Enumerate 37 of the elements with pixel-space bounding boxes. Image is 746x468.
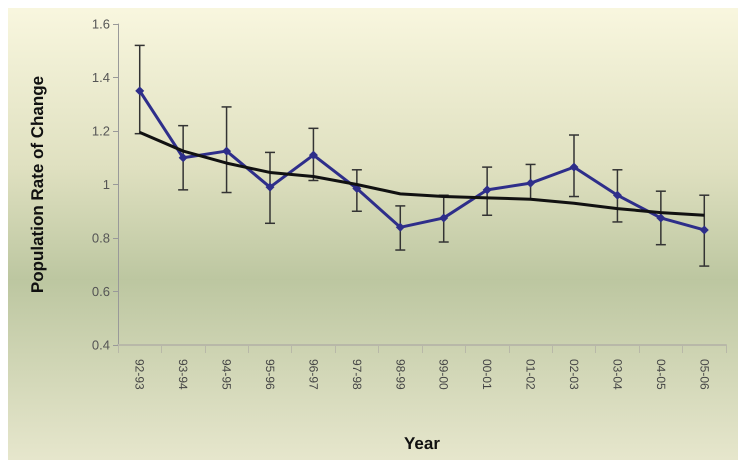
- y-tick-label: 0.8: [92, 230, 110, 246]
- point: [135, 86, 144, 96]
- x-axis-title: Year: [404, 434, 440, 453]
- point: [178, 153, 188, 162]
- y-axis-title: Population Rate of Change: [28, 76, 47, 294]
- y-tick-label: 0.6: [92, 284, 110, 299]
- point: [308, 150, 318, 160]
- point: [656, 213, 666, 222]
- x-tick-label: 98-99: [393, 359, 408, 390]
- x-tick-label: 01-02: [524, 359, 538, 390]
- x-tick-label: 05-06: [697, 359, 712, 390]
- x-tick-label: 99-00: [436, 359, 451, 390]
- point: [222, 146, 232, 156]
- point: [526, 178, 536, 188]
- point: [482, 185, 492, 194]
- y-tick-label: 1.6: [92, 16, 110, 32]
- y-tick-label: 0.4: [92, 338, 110, 352]
- x-tick-label: 94-95: [220, 359, 234, 390]
- x-tick-label: 04-05: [654, 359, 668, 390]
- line-series: [138, 130, 706, 217]
- x-tick-label: 97-98: [350, 359, 364, 390]
- point: [612, 190, 622, 200]
- y-tick-label: 1: [102, 177, 110, 192]
- x-tick-label: 02-03: [567, 359, 581, 390]
- x-tick-label: 00-01: [480, 359, 494, 390]
- point: [266, 182, 274, 192]
- x-tick-label: 92-93: [132, 359, 147, 390]
- point: [570, 162, 578, 172]
- point: [396, 222, 405, 232]
- y-tick-label: 1.4: [92, 70, 110, 85]
- x-tick-label: 03-04: [610, 359, 624, 390]
- point: [439, 213, 448, 222]
- point: [700, 225, 709, 234]
- x-tick-label: 96-97: [306, 359, 320, 390]
- y-tick-label: 1.2: [92, 124, 110, 138]
- x-tick-label: 95-96: [263, 359, 277, 390]
- x-tick-label: 93-94: [176, 359, 190, 390]
